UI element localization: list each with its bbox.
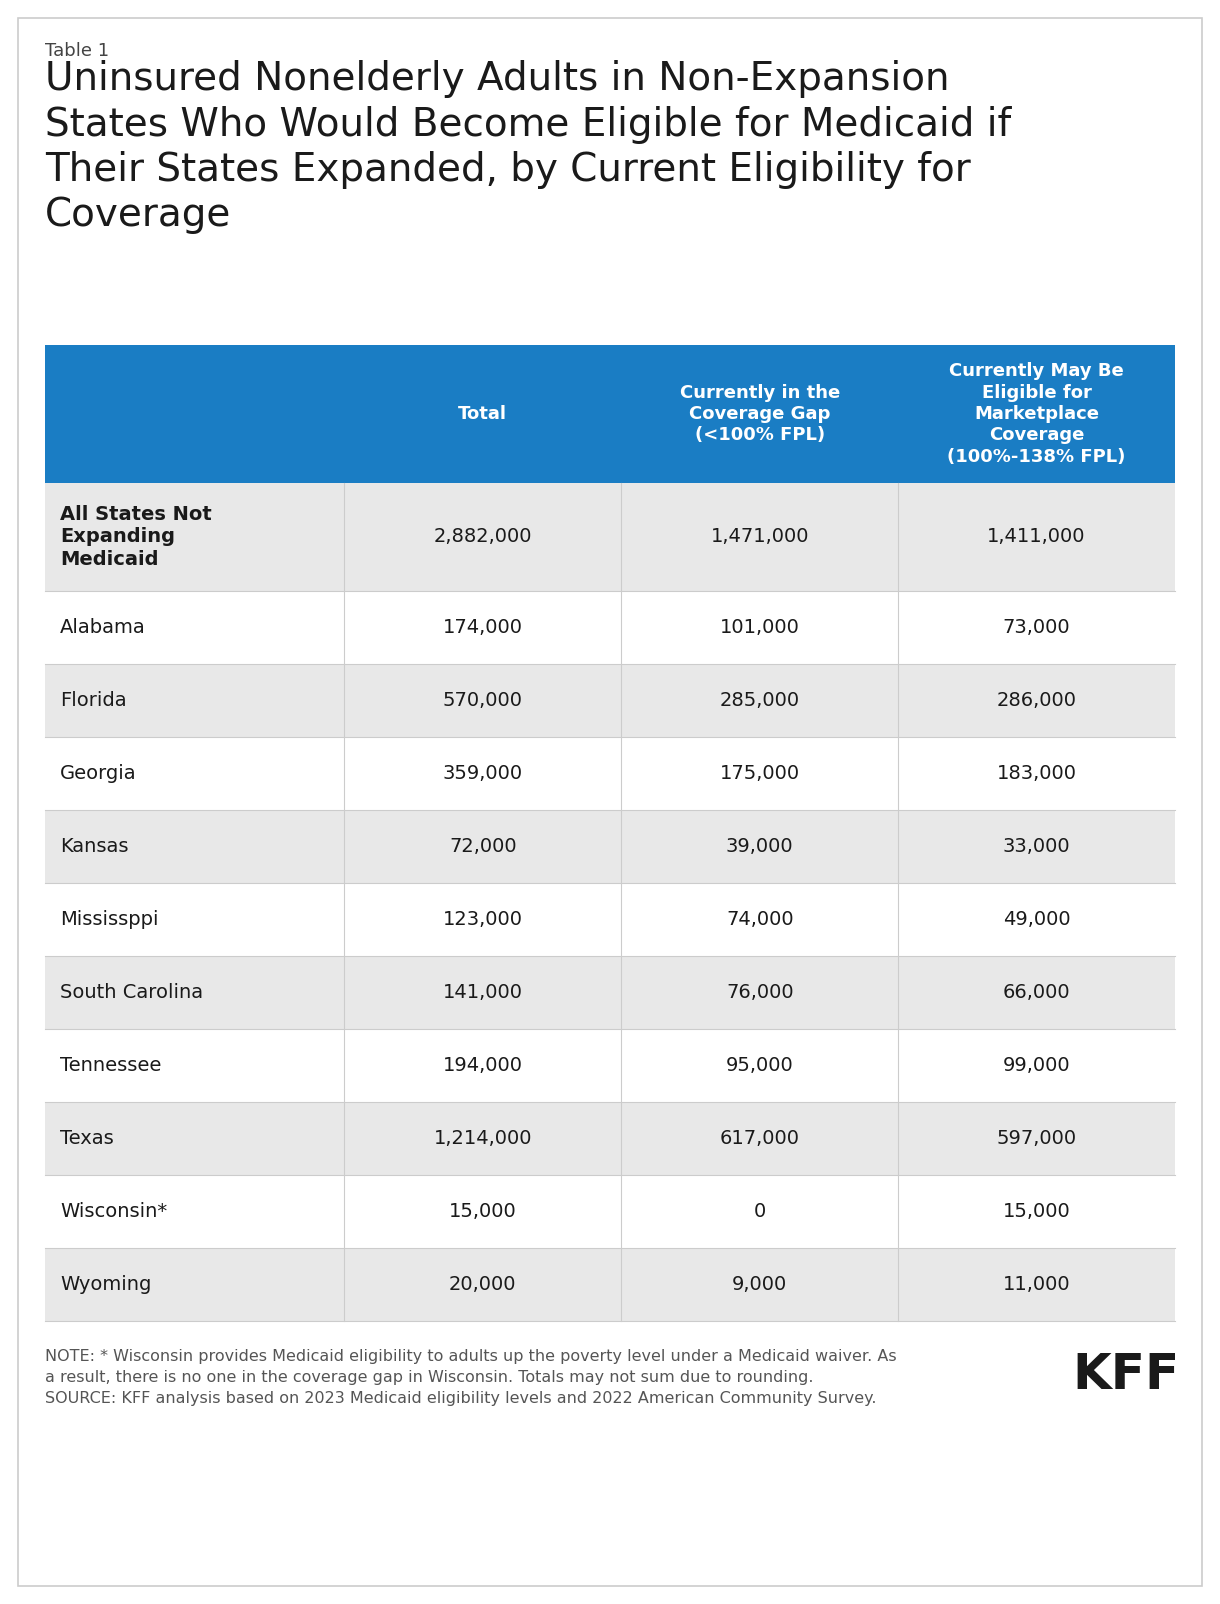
Text: Wisconsin*: Wisconsin* [60, 1201, 167, 1221]
Text: Wyoming: Wyoming [60, 1275, 151, 1294]
Text: 1,471,000: 1,471,000 [710, 528, 809, 547]
Text: 141,000: 141,000 [443, 983, 523, 1002]
Text: 39,000: 39,000 [726, 837, 793, 857]
Bar [45, 590, 1175, 664]
Text: Florida: Florida [60, 691, 127, 711]
Text: South Carolina: South Carolina [60, 983, 203, 1002]
Text: 73,000: 73,000 [1003, 618, 1070, 637]
Text: 174,000: 174,000 [443, 618, 523, 637]
Bar [45, 1176, 1175, 1248]
Text: 15,000: 15,000 [449, 1201, 517, 1221]
Text: 359,000: 359,000 [443, 764, 523, 783]
Text: Total: Total [459, 404, 508, 423]
Text: 1,214,000: 1,214,000 [433, 1129, 532, 1148]
Bar [45, 1030, 1175, 1102]
Text: 0: 0 [754, 1201, 766, 1221]
Text: 285,000: 285,000 [720, 691, 800, 711]
Text: 49,000: 49,000 [1003, 909, 1070, 929]
Text: 2,882,000: 2,882,000 [433, 528, 532, 547]
Text: Table 1: Table 1 [45, 42, 109, 59]
Text: 33,000: 33,000 [1003, 837, 1070, 857]
Text: 99,000: 99,000 [1003, 1055, 1070, 1075]
Bar [45, 483, 1175, 590]
Text: 286,000: 286,000 [997, 691, 1076, 711]
Text: 570,000: 570,000 [443, 691, 523, 711]
Text: 66,000: 66,000 [1003, 983, 1070, 1002]
Text: 11,000: 11,000 [1003, 1275, 1070, 1294]
Text: Kansas: Kansas [60, 837, 128, 857]
Text: 194,000: 194,000 [443, 1055, 523, 1075]
Bar [45, 345, 1175, 483]
Text: All States Not
Expanding
Medicaid: All States Not Expanding Medicaid [60, 505, 212, 569]
Text: 123,000: 123,000 [443, 909, 523, 929]
Bar [45, 956, 1175, 1030]
Text: 617,000: 617,000 [720, 1129, 800, 1148]
Bar [45, 736, 1175, 810]
Bar [45, 1248, 1175, 1322]
Text: 183,000: 183,000 [997, 764, 1076, 783]
Text: 597,000: 597,000 [997, 1129, 1076, 1148]
Text: Currently May Be
Eligible for
Marketplace
Coverage
(100%-138% FPL): Currently May Be Eligible for Marketplac… [948, 363, 1126, 467]
Bar [45, 1102, 1175, 1176]
Text: 20,000: 20,000 [449, 1275, 516, 1294]
Bar [45, 810, 1175, 882]
Text: 175,000: 175,000 [720, 764, 800, 783]
Text: 72,000: 72,000 [449, 837, 517, 857]
Text: 1,411,000: 1,411,000 [987, 528, 1086, 547]
Text: Texas: Texas [60, 1129, 113, 1148]
Text: KFF: KFF [1072, 1351, 1180, 1399]
Text: Uninsured Nonelderly Adults in Non-Expansion
States Who Would Become Eligible fo: Uninsured Nonelderly Adults in Non-Expan… [45, 59, 1011, 234]
Text: 76,000: 76,000 [726, 983, 793, 1002]
Text: NOTE: * Wisconsin provides Medicaid eligibility to adults up the poverty level u: NOTE: * Wisconsin provides Medicaid elig… [45, 1349, 897, 1407]
Text: 9,000: 9,000 [732, 1275, 787, 1294]
Text: 74,000: 74,000 [726, 909, 793, 929]
Text: 15,000: 15,000 [1003, 1201, 1070, 1221]
Text: 101,000: 101,000 [720, 618, 799, 637]
Text: 95,000: 95,000 [726, 1055, 793, 1075]
Bar [45, 882, 1175, 956]
Text: Tennessee: Tennessee [60, 1055, 161, 1075]
Text: Mississppi: Mississppi [60, 909, 159, 929]
Bar [45, 664, 1175, 736]
Text: Georgia: Georgia [60, 764, 137, 783]
Text: Currently in the
Coverage Gap
(<100% FPL): Currently in the Coverage Gap (<100% FPL… [680, 383, 839, 444]
Text: Alabama: Alabama [60, 618, 145, 637]
